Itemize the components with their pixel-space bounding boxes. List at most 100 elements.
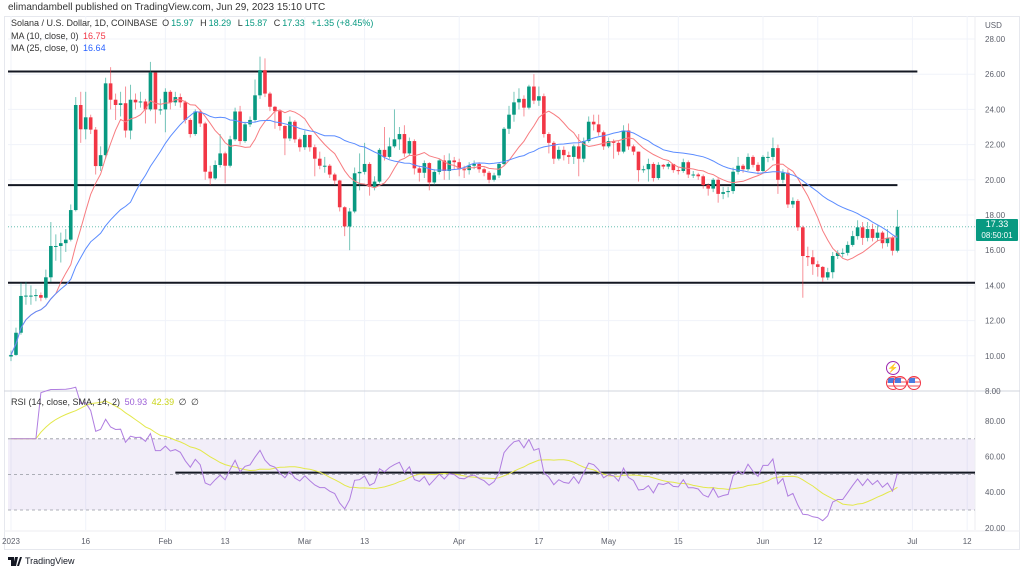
candle-body (820, 266, 825, 278)
candle-body (223, 153, 227, 166)
us-flag-event-icon[interactable] (893, 376, 907, 390)
tradingview-brand: TradingView (25, 556, 75, 566)
candle-body (835, 252, 840, 257)
rsi-value: 50.93 (124, 397, 148, 407)
candle-body (810, 257, 815, 265)
candle-body (691, 174, 696, 176)
candle-body (646, 163, 651, 170)
ma10-value: 16.75 (83, 31, 106, 41)
candle (586, 116, 591, 143)
rsi-tick-label: 40.00 (985, 488, 1006, 497)
candle-body (322, 165, 327, 167)
candle (29, 285, 33, 305)
candle (24, 281, 28, 305)
candle-body (791, 200, 795, 205)
candle-body (890, 237, 895, 251)
candle-body (880, 232, 885, 244)
candle-body (412, 141, 417, 169)
rsi-tick-label: 20.00 (985, 524, 1006, 533)
candle (432, 169, 437, 186)
candle (820, 266, 825, 282)
candle-body (243, 124, 247, 142)
candle-body (865, 229, 870, 238)
candle (771, 137, 775, 161)
price-tick-label: 20.00 (985, 176, 1006, 185)
candle (158, 98, 163, 115)
price-axis: 28.00 26.00 24.00 22.00 20.00 18.00 16.00 14.00… (985, 35, 1006, 396)
candle (576, 134, 581, 177)
candle-body (542, 96, 546, 135)
candle-body (73, 105, 78, 211)
low-label: L (237, 18, 243, 28)
candle-body (741, 165, 745, 170)
candle-body (517, 98, 521, 103)
candle (751, 155, 755, 168)
candle-body (213, 165, 217, 179)
candle-body (756, 164, 760, 171)
candle (39, 292, 43, 302)
lightning-event-icon[interactable]: ⚡ (886, 361, 900, 375)
candle (407, 137, 412, 156)
candle-body (571, 146, 576, 157)
time-tick-label: Jul (907, 537, 917, 546)
candle (98, 146, 103, 171)
candle-body (631, 146, 636, 152)
candle (54, 234, 58, 261)
symbol-legend[interactable]: Solana / U.S. Dollar, 1D, COINBASE O 15.9… (11, 18, 375, 28)
candle (457, 158, 461, 177)
us-flag-event-icon[interactable] (907, 376, 921, 390)
candle (233, 107, 237, 142)
candle-body (24, 295, 28, 297)
candle (248, 116, 252, 127)
candle-body (163, 91, 168, 110)
candle-body (616, 142, 621, 152)
candle (860, 222, 865, 245)
candle-body (845, 244, 850, 253)
candle (835, 250, 840, 259)
candle (706, 183, 710, 196)
candle (527, 84, 531, 110)
candle-body (283, 125, 287, 139)
candle (756, 162, 760, 175)
candle (263, 58, 267, 98)
candle-body (801, 227, 805, 257)
ma10-legend[interactable]: MA (10, close, 0) 16.75 (11, 31, 108, 41)
candle (691, 171, 696, 179)
candle-body (128, 99, 133, 131)
candle (417, 165, 422, 182)
candle (865, 222, 870, 242)
candle-body (303, 134, 307, 148)
candle-body (407, 141, 412, 154)
candle (726, 186, 730, 198)
candle (397, 127, 402, 150)
price-tick-label: 14.00 (985, 281, 1006, 290)
candle-body (641, 169, 646, 171)
candle-body (208, 171, 212, 179)
tradingview-footer[interactable]: TradingView (8, 556, 75, 566)
candle (855, 220, 860, 240)
candle (14, 327, 18, 356)
candle (801, 225, 805, 298)
price-tick-label: 18.00 (985, 211, 1006, 220)
ma25-legend[interactable]: MA (25, close, 0) 16.64 (11, 43, 108, 53)
candle (646, 158, 651, 182)
candle-body (59, 243, 63, 246)
bar-countdown: 08:50:01 (981, 231, 1013, 240)
candle-body (457, 162, 461, 170)
time-tick-label: 13 (360, 537, 369, 546)
candle-body (482, 169, 486, 173)
rsi-legend[interactable]: RSI (14, close, SMA, 14, 2) 50.93 42.39 … (11, 397, 201, 408)
candle-body (522, 98, 526, 108)
candle-body (258, 70, 262, 96)
candle-body (442, 160, 447, 171)
time-tick-label: May (601, 537, 616, 546)
candle (123, 86, 128, 138)
candle-body (557, 149, 561, 159)
candle-body (855, 227, 860, 237)
candle-body (666, 163, 671, 167)
candle (661, 163, 666, 170)
candle (666, 162, 671, 170)
candle-body (875, 232, 880, 238)
candle (273, 105, 277, 129)
